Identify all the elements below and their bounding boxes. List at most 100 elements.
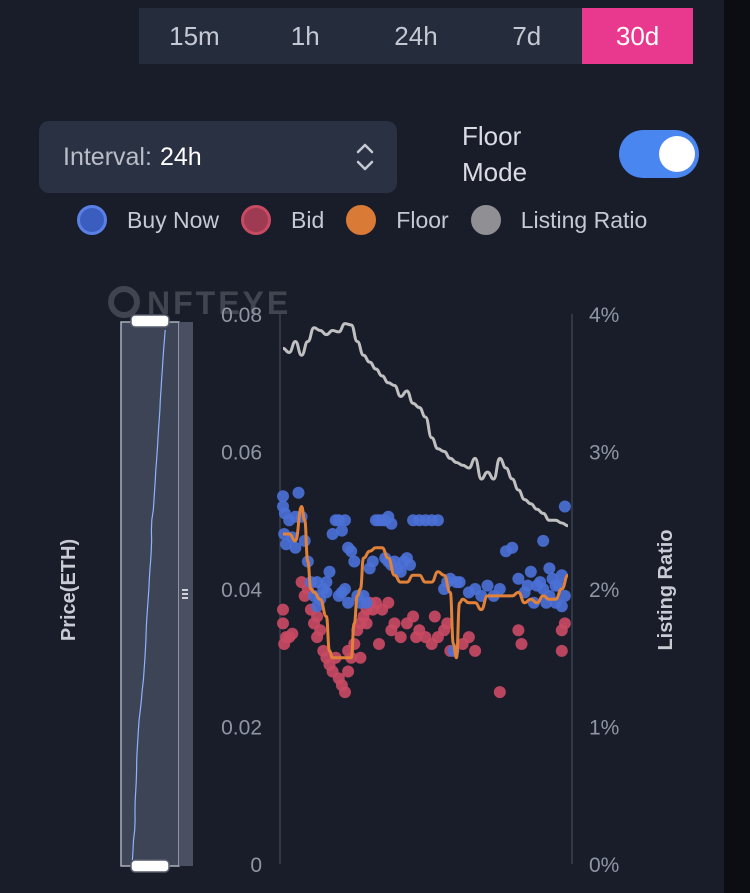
y2-axis-label: Listing Ratio	[655, 529, 677, 650]
bid-point[interactable]	[428, 610, 441, 623]
bid-point[interactable]	[462, 631, 475, 644]
buy-now-point[interactable]	[453, 576, 466, 589]
interval-select[interactable]: Interval: 24h	[39, 121, 397, 193]
buy-now-point[interactable]	[524, 565, 537, 578]
timeframe-selector: 15m 1h 24h 7d 30d	[139, 8, 693, 64]
series-floor	[282, 505, 569, 660]
bid-point[interactable]	[360, 617, 373, 630]
buy-now-point[interactable]	[512, 572, 525, 585]
floor-mode-toggle[interactable]	[619, 130, 699, 178]
bid-point[interactable]	[469, 644, 482, 657]
buy-now-point[interactable]	[277, 490, 289, 503]
buy-now-point[interactable]	[360, 596, 373, 609]
buy-now-point[interactable]	[320, 586, 333, 599]
bid-point[interactable]	[441, 617, 454, 630]
y-axis-ticks: 0 0.02 0.04 0.06 0.08	[221, 304, 262, 877]
floor-line	[282, 505, 569, 660]
bid-point[interactable]	[342, 665, 355, 678]
y-tick-label: 0.08	[221, 304, 262, 327]
chart-marks	[277, 322, 571, 699]
legend-item-bid[interactable]: Bid	[241, 205, 324, 235]
bid-point[interactable]	[277, 603, 289, 616]
y-tick-label: 0.04	[221, 579, 262, 602]
bid-point[interactable]	[286, 627, 299, 640]
bid-point[interactable]	[407, 610, 420, 623]
legend-dot-listing-ratio	[470, 205, 501, 235]
listing-ratio-line	[282, 322, 569, 528]
chart-legend: Buy Now Bid Floor Listing Ratio	[77, 203, 647, 237]
buy-now-point[interactable]	[555, 600, 568, 613]
legend-item-buy-now[interactable]: Buy Now	[77, 205, 219, 235]
buy-now-point[interactable]	[335, 524, 348, 537]
buy-now-point[interactable]	[323, 565, 336, 578]
navigator-handle-bottom[interactable]	[130, 859, 170, 873]
legend-label-buy-now: Buy Now	[127, 206, 220, 233]
legend-item-floor[interactable]: Floor	[346, 205, 449, 235]
navigator-series-line	[131, 329, 166, 861]
buy-now-point[interactable]	[534, 576, 547, 589]
navigator-handle-top[interactable]	[130, 314, 170, 328]
buy-now-point[interactable]	[394, 565, 407, 578]
bid-point[interactable]	[382, 596, 395, 609]
watermark: NFTEYE	[108, 285, 288, 321]
buy-now-point[interactable]	[431, 514, 444, 527]
legend-dot-buy-now	[77, 205, 107, 235]
buy-now-point[interactable]	[493, 583, 506, 595]
timeframe-1h-button[interactable]: 1h	[290, 20, 320, 51]
buy-now-point[interactable]	[558, 500, 571, 513]
series-bid	[277, 576, 571, 699]
buy-now-point[interactable]	[537, 534, 550, 547]
y2-tick-label: 4%	[589, 304, 619, 327]
buy-now-point[interactable]	[345, 545, 358, 558]
buy-now-point[interactable]	[326, 528, 339, 540]
buy-now-point[interactable]	[320, 576, 333, 589]
bid-point[interactable]	[373, 638, 385, 650]
buy-now-point[interactable]	[481, 579, 494, 592]
bid-point[interactable]	[558, 617, 571, 630]
buy-now-point[interactable]	[292, 486, 305, 499]
interval-label: Interval:	[63, 142, 152, 171]
y2-tick-label: 2%	[589, 579, 619, 602]
timeframe-7d-button[interactable]: 7d	[512, 20, 542, 51]
floor-mode-label-line2: Mode	[462, 157, 528, 187]
page-margin	[724, 0, 750, 893]
navigator-window[interactable]	[120, 321, 180, 867]
bid-point[interactable]	[493, 686, 506, 699]
series-buy-now	[277, 486, 571, 657]
bid-point[interactable]	[394, 631, 407, 644]
watermark-logo-icon	[108, 286, 140, 318]
range-navigator[interactable]	[120, 314, 193, 873]
buy-now-point[interactable]	[546, 572, 559, 585]
y-tick-label: 0	[250, 854, 262, 877]
buy-now-point[interactable]	[342, 596, 355, 609]
timeframe-24h-button[interactable]: 24h	[394, 20, 438, 51]
bid-point[interactable]	[515, 638, 528, 650]
buy-now-point[interactable]	[385, 517, 398, 530]
y-tick-label: 0.06	[221, 442, 262, 465]
buy-now-point[interactable]	[348, 555, 361, 568]
bid-point[interactable]	[277, 617, 289, 630]
bid-point[interactable]	[555, 644, 568, 657]
bid-point[interactable]	[339, 686, 351, 699]
timeframe-30d-button[interactable]: 30d	[582, 8, 693, 64]
buy-now-point[interactable]	[506, 541, 519, 554]
chevron-up-down-icon	[356, 143, 374, 171]
bid-point[interactable]	[314, 624, 327, 637]
buy-now-point[interactable]	[404, 558, 416, 571]
buy-now-point[interactable]	[339, 514, 351, 527]
buy-now-point[interactable]	[289, 541, 302, 554]
bid-point[interactable]	[512, 624, 525, 637]
buy-now-point[interactable]	[366, 555, 379, 568]
bid-point[interactable]	[385, 624, 398, 637]
buy-now-point[interactable]	[339, 583, 351, 595]
bid-point[interactable]	[311, 610, 324, 623]
buy-now-point[interactable]	[543, 562, 556, 575]
bid-point[interactable]	[410, 631, 423, 644]
y-axis-label: Price(ETH)	[58, 539, 80, 641]
legend-dot-bid	[241, 205, 272, 235]
legend-item-listing-ratio[interactable]: Listing Ratio	[470, 205, 647, 235]
buy-now-point[interactable]	[521, 579, 534, 592]
buy-now-point[interactable]	[558, 589, 571, 602]
bid-point[interactable]	[354, 651, 367, 664]
timeframe-15m-button[interactable]: 15m	[169, 20, 220, 51]
